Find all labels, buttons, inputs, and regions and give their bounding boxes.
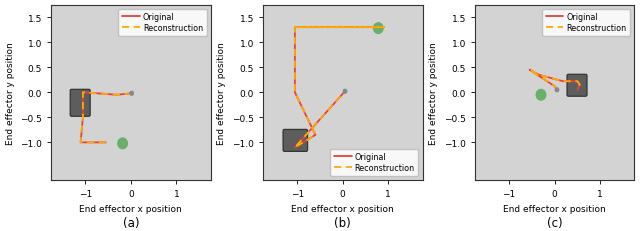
Reconstruction [553, 89, 561, 92]
Circle shape [373, 23, 384, 35]
Original [291, 27, 299, 29]
Line: Reconstruction: Reconstruction [295, 28, 384, 148]
Circle shape [117, 138, 128, 150]
Line: Original: Original [530, 70, 580, 90]
Line: Reconstruction: Reconstruction [530, 70, 580, 90]
Original [535, 74, 543, 77]
Original [291, 146, 299, 149]
Original [102, 141, 109, 144]
Reconstruction [291, 27, 299, 29]
Original [341, 91, 349, 93]
Original [291, 27, 299, 29]
Reconstruction [380, 27, 388, 29]
Line: Original: Original [81, 93, 132, 143]
X-axis label: End effector x position: End effector x position [503, 204, 606, 213]
Text: (a): (a) [122, 216, 139, 229]
Original [113, 94, 121, 97]
Reconstruction [102, 141, 109, 144]
Circle shape [555, 88, 559, 93]
Original [79, 116, 87, 119]
Reconstruction [551, 85, 559, 88]
Reconstruction [526, 69, 534, 72]
Legend: Original, Reconstruction: Original, Reconstruction [542, 9, 630, 37]
Original [551, 85, 559, 88]
Original [573, 80, 581, 83]
Reconstruction [77, 141, 84, 144]
Original [526, 69, 534, 72]
X-axis label: End effector x position: End effector x position [79, 204, 182, 213]
Line: Original: Original [295, 28, 384, 148]
FancyBboxPatch shape [283, 130, 308, 152]
Y-axis label: End effector y position: End effector y position [218, 42, 227, 144]
Original [559, 80, 566, 83]
Y-axis label: End effector y position: End effector y position [6, 42, 15, 144]
Reconstruction [291, 91, 299, 94]
Original [79, 91, 87, 94]
Reconstruction [128, 92, 136, 95]
Line: Reconstruction: Reconstruction [81, 93, 132, 143]
Y-axis label: End effector y position: End effector y position [429, 42, 438, 144]
Reconstruction [573, 80, 581, 83]
Reconstruction [291, 49, 299, 52]
Reconstruction [291, 146, 299, 149]
Text: (c): (c) [547, 216, 563, 229]
Reconstruction [535, 74, 543, 77]
FancyBboxPatch shape [70, 90, 90, 117]
Circle shape [536, 89, 547, 101]
Legend: Original, Reconstruction: Original, Reconstruction [330, 149, 419, 176]
Original [291, 49, 299, 52]
Text: (b): (b) [334, 216, 351, 229]
Reconstruction [291, 27, 299, 29]
X-axis label: End effector x position: End effector x position [291, 204, 394, 213]
Circle shape [130, 92, 134, 96]
FancyBboxPatch shape [567, 75, 587, 97]
Original [312, 134, 319, 137]
Original [576, 84, 584, 87]
Reconstruction [573, 89, 581, 92]
Reconstruction [559, 80, 566, 83]
Reconstruction [312, 134, 319, 137]
Reconstruction [79, 91, 87, 94]
Original [553, 89, 561, 92]
Original [380, 27, 388, 29]
Original [77, 141, 84, 144]
Reconstruction [576, 84, 584, 87]
Original [291, 91, 299, 94]
Reconstruction [113, 94, 121, 97]
Original [128, 92, 136, 95]
Legend: Original, Reconstruction: Original, Reconstruction [118, 9, 207, 37]
Circle shape [343, 90, 347, 94]
Original [573, 89, 581, 92]
Reconstruction [341, 91, 349, 93]
Reconstruction [79, 116, 87, 119]
